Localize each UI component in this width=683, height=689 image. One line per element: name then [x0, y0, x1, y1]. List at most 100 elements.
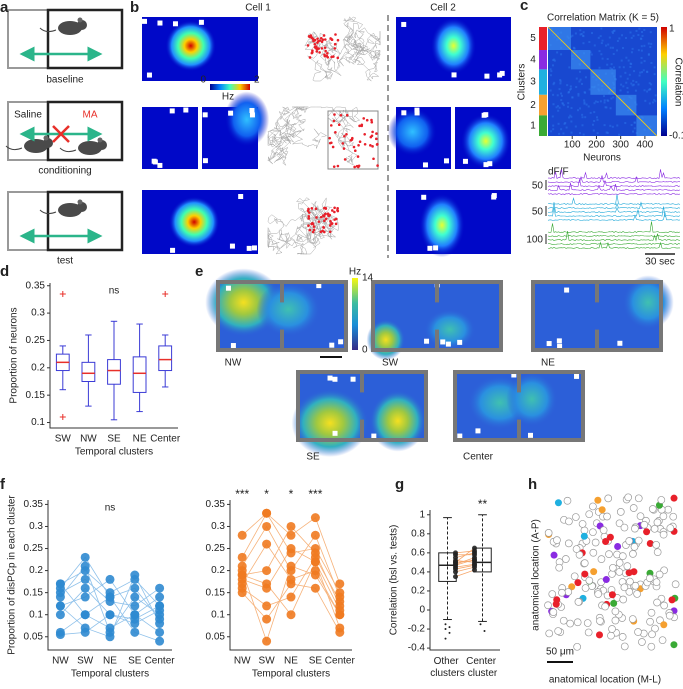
spike-dot: [308, 56, 312, 59]
spike-dot: [328, 141, 332, 145]
map-hole: [487, 161, 493, 167]
neuron: [611, 616, 620, 625]
neuron: [634, 494, 643, 503]
neuron: [549, 608, 558, 616]
spike-dot: [307, 211, 311, 214]
spike-dot: [324, 49, 327, 53]
neuron: [645, 574, 654, 583]
map-label: Center: [463, 452, 494, 463]
neuron: [659, 530, 668, 539]
point: [453, 566, 458, 572]
trace: [547, 179, 681, 187]
matrix-noise: [568, 90, 571, 93]
neuron: [655, 570, 664, 579]
matrix-noise: [549, 68, 552, 71]
neuron: [561, 555, 570, 563]
neuron: [544, 601, 552, 610]
matrix-noise: [638, 27, 641, 30]
y-axis-label: Proportion of disPCp in each cluster: [7, 495, 18, 655]
matrix-noise: [550, 130, 553, 133]
scale-label: 50 μm: [546, 647, 574, 658]
pair-line: [455, 563, 475, 568]
matrix-noise: [604, 44, 607, 47]
matrix-title: Correlation Matrix (K = 5): [547, 13, 659, 24]
map-hole: [414, 107, 420, 113]
matrix-noise: [567, 116, 570, 119]
map-hole: [329, 342, 335, 348]
spike-dot: [316, 37, 319, 40]
matrix-noise: [579, 29, 582, 32]
map-hole: [511, 372, 517, 378]
map-hole: [445, 341, 451, 347]
matrix-noise: [556, 94, 559, 97]
y-axis-label: Correlation (bsl vs. tests): [389, 525, 400, 636]
point: [310, 557, 320, 567]
point: [310, 544, 320, 554]
spike-dot: [311, 230, 315, 234]
neuron: [596, 617, 604, 625]
spike-dot: [370, 118, 373, 122]
x-tick-label: NE: [133, 434, 147, 445]
neuron: [660, 601, 668, 610]
spike-dot: [334, 131, 337, 134]
matrix-noise: [596, 118, 599, 121]
x-tick-label: Center: [325, 656, 356, 667]
matrix-noise: [562, 132, 565, 135]
matrix-noise: [600, 27, 603, 30]
h-xlabel: anatomical location (M-L): [549, 675, 661, 686]
matrix-noise: [587, 105, 590, 108]
point: [55, 592, 65, 602]
matrix-noise: [562, 104, 565, 107]
matrix-noise: [581, 124, 584, 127]
point: [262, 539, 272, 549]
colorbar-tick: 2: [254, 75, 260, 86]
significance: *: [264, 487, 269, 501]
point: [286, 579, 296, 589]
matrix-noise: [594, 100, 597, 103]
matrix-noise: [578, 70, 581, 73]
matrix-noise: [579, 78, 582, 81]
y-tick-label: 0.25: [24, 543, 44, 554]
neuron: [563, 496, 572, 505]
spike-dot: [312, 225, 316, 228]
point: [130, 627, 140, 637]
spike-dot: [307, 215, 311, 218]
matrix-noise: [552, 124, 555, 127]
spike-dot: [330, 55, 333, 59]
neuron: [629, 550, 637, 558]
neuron: [554, 627, 562, 635]
x-tick-label: NW: [80, 434, 97, 445]
map-hole: [401, 21, 407, 27]
matrix-noise: [558, 88, 561, 91]
matrix-noise: [613, 29, 616, 32]
matrix-noise: [641, 31, 644, 34]
spike-dot: [345, 132, 348, 136]
h-ylabel: anatomical location (A-P): [531, 519, 542, 631]
matrix-noise: [611, 32, 614, 35]
matrix-noise: [625, 81, 628, 84]
map-hole: [427, 245, 433, 251]
neuron: [591, 538, 600, 547]
y-tick-label: 0: [419, 605, 425, 616]
matrix-noise: [632, 34, 635, 37]
matrix-noise: [619, 89, 622, 92]
spike-dot: [357, 143, 360, 147]
spike-dot: [328, 224, 332, 227]
y-tick-label: 0.15: [24, 587, 44, 598]
trace: [547, 169, 681, 179]
spike-dot: [333, 206, 336, 210]
matrix-noise: [626, 86, 629, 89]
matrix-noise: [606, 63, 609, 66]
neuron: [564, 588, 573, 596]
neuron: [629, 504, 638, 512]
neuron: [671, 580, 680, 589]
neuron: [628, 615, 637, 623]
neuron: [565, 517, 573, 526]
matrix-noise: [581, 116, 584, 119]
matrix-noise: [552, 93, 555, 96]
map-hole: [249, 108, 255, 114]
neuron: [670, 494, 678, 502]
spike-dot: [371, 145, 374, 148]
matrix-noise: [616, 39, 619, 42]
matrix-noise: [628, 73, 631, 76]
